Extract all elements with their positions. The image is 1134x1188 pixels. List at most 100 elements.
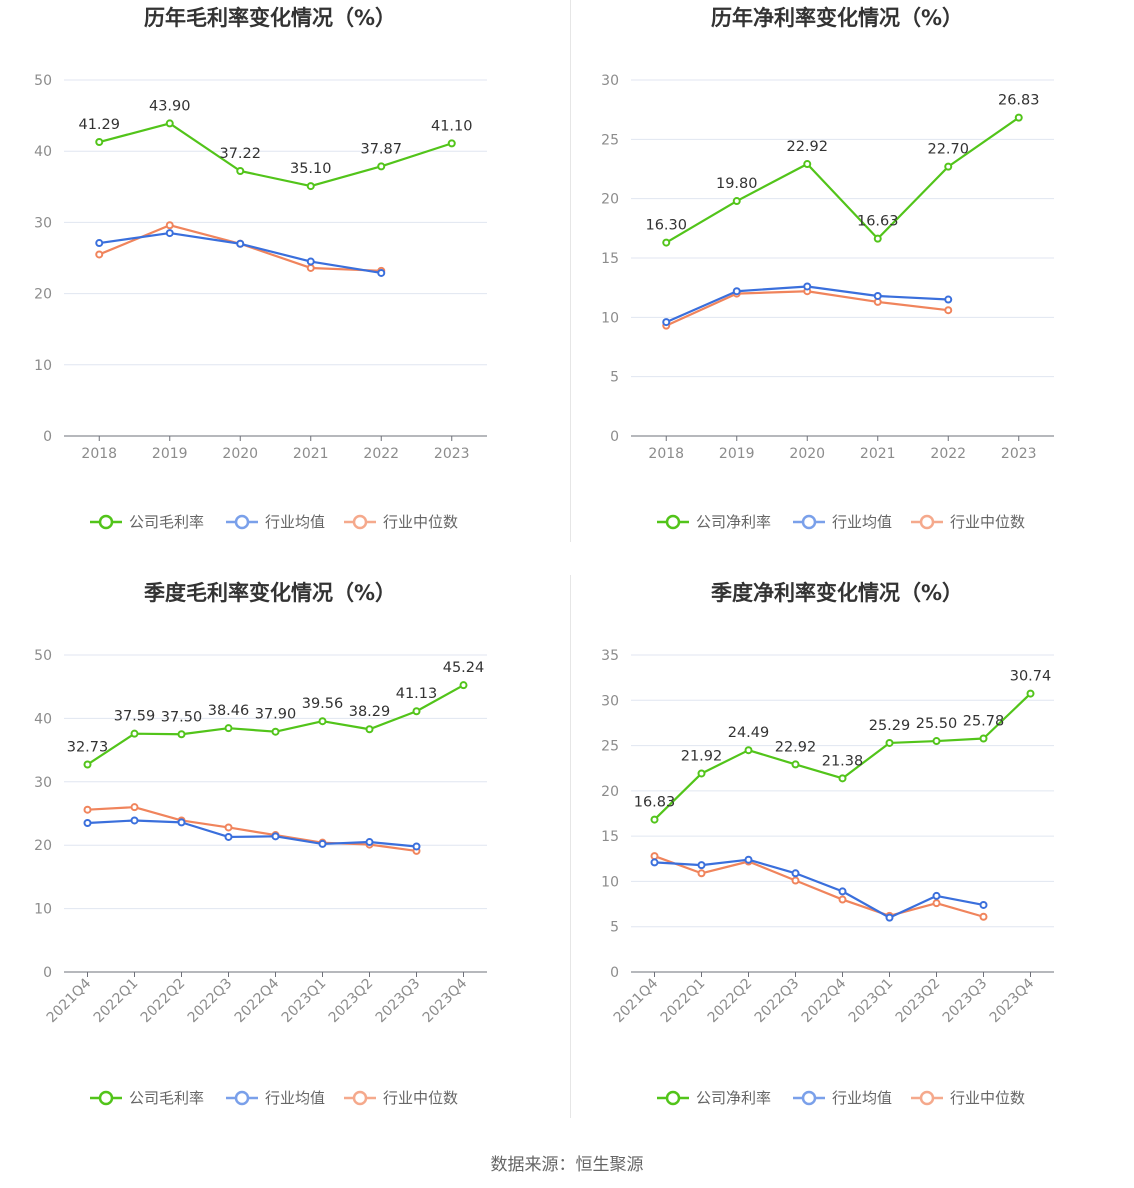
data-point <box>236 166 245 175</box>
data-point <box>459 681 468 690</box>
data-point <box>130 729 139 738</box>
legend-item-industry-avg[interactable]: 行业均值 <box>226 1089 325 1107</box>
data-point <box>697 769 706 778</box>
legend-label: 行业中位数 <box>950 1089 1025 1107</box>
data-point <box>873 291 882 300</box>
data-point <box>306 182 315 191</box>
x-tick-label: 2022Q2 <box>705 976 756 1027</box>
data-label: 25.78 <box>963 714 1005 730</box>
data-point <box>95 250 104 259</box>
legend-marker <box>352 1090 368 1106</box>
series-line-industry-median <box>654 855 984 918</box>
data-point <box>979 912 988 921</box>
series-line-company <box>98 122 453 188</box>
x-tick-label: 2022 <box>363 446 399 462</box>
data-point <box>885 913 894 922</box>
x-tick-label: 2023Q2 <box>326 976 377 1027</box>
legend-item-company[interactable]: 公司净利率 <box>657 513 771 531</box>
panel-divider-top <box>570 0 571 542</box>
legend-marker <box>234 514 250 530</box>
data-point <box>130 816 139 825</box>
data-point <box>83 760 92 769</box>
legend-label: 行业中位数 <box>383 513 458 531</box>
chart-panel-annual-net-margin: 历年净利率变化情况（%） 0 5 10 15 20 25 30 2018 2019 2020 2021… <box>567 0 1134 575</box>
legend-marker <box>801 1090 817 1106</box>
data-label: 26.83 <box>998 93 1040 109</box>
legend-item-industry-median[interactable]: 行业中位数 <box>911 513 1025 531</box>
data-label: 41.13 <box>396 686 438 702</box>
legend-item-industry-avg[interactable]: 行业均值 <box>793 1089 892 1107</box>
legend-item-company[interactable]: 公司净利率 <box>657 1089 771 1107</box>
chart-title: 历年净利率变化情况（%） <box>711 6 963 30</box>
data-label: 37.22 <box>219 146 261 162</box>
data-point <box>306 257 315 266</box>
legend-item-company[interactable]: 公司毛利率 <box>90 513 204 531</box>
data-point <box>165 221 174 230</box>
series-line-industry-avg <box>654 858 984 919</box>
data-label: 35.10 <box>290 161 332 177</box>
x-tick-label: 2023Q2 <box>893 976 944 1027</box>
series-line-industry-avg <box>99 231 382 275</box>
legend-marker <box>919 514 935 530</box>
y-tick-label: 25 <box>601 739 619 755</box>
chart-annual-net-margin: 历年净利率变化情况（%） 0 5 10 15 20 25 30 2018 2019 2020 2021… <box>601 6 1054 531</box>
data-label: 22.70 <box>927 142 969 158</box>
chart-title: 历年毛利率变化情况（%） <box>144 6 396 30</box>
legend-item-industry-median[interactable]: 行业中位数 <box>344 513 458 531</box>
data-label: 37.59 <box>114 709 156 725</box>
data-label: 19.80 <box>716 176 758 192</box>
legend-label: 公司毛利率 <box>129 1089 204 1107</box>
y-tick-label: 10 <box>601 874 619 890</box>
x-tick-label: 2018 <box>648 446 684 462</box>
x-tick-label: 2022Q2 <box>138 976 189 1027</box>
data-point <box>791 869 800 878</box>
data-point <box>224 823 233 832</box>
legend-marker <box>801 514 817 530</box>
y-tick-label: 10 <box>601 310 619 326</box>
data-point <box>932 891 941 900</box>
data-point <box>932 899 941 908</box>
legend-item-industry-avg[interactable]: 行业均值 <box>793 513 892 531</box>
data-point <box>944 295 953 304</box>
legend-marker <box>98 514 114 530</box>
data-point <box>873 234 882 243</box>
legend-label: 行业均值 <box>265 1089 325 1107</box>
data-point <box>271 832 280 841</box>
data-point <box>650 858 659 867</box>
data-point <box>979 734 988 743</box>
chart-panel-quarterly-net-margin: 季度净利率变化情况（%） 0 5 10 15 20 25 30 35 2021Q4 2022Q1 20… <box>567 575 1134 1150</box>
x-tick-label: 2023 <box>434 446 470 462</box>
data-point <box>885 738 894 747</box>
chart-annual-gross-margin: 历年毛利率变化情况（%） 0 10 20 30 40 50 2018 2019 2020 2021 2… <box>34 6 487 531</box>
legend-item-industry-median[interactable]: 行业中位数 <box>344 1089 458 1107</box>
data-point <box>318 839 327 848</box>
data-point <box>83 819 92 828</box>
y-tick-label: 0 <box>610 429 619 445</box>
data-point <box>447 139 456 148</box>
y-tick-label: 20 <box>601 192 619 208</box>
x-tick-label: 2023Q1 <box>846 976 897 1027</box>
data-point <box>83 805 92 814</box>
data-label: 45.24 <box>443 660 485 676</box>
chart-quarterly-gross-margin: 季度毛利率变化情况（%）010203040502021Q42022Q12022Q… <box>34 581 487 1107</box>
series-line-industry-avg <box>87 819 417 848</box>
data-label: 25.50 <box>916 716 958 732</box>
legend-label: 行业均值 <box>832 513 892 531</box>
data-point <box>165 229 174 238</box>
legend-item-industry-avg[interactable]: 行业均值 <box>226 513 325 531</box>
data-point <box>271 727 280 736</box>
data-point <box>791 876 800 885</box>
data-label: 32.73 <box>67 739 109 755</box>
y-tick-label: 35 <box>601 648 619 664</box>
data-label: 21.92 <box>681 748 723 764</box>
data-label: 41.10 <box>431 118 473 134</box>
data-point <box>944 162 953 171</box>
legend-item-company[interactable]: 公司毛利率 <box>90 1089 204 1107</box>
data-label: 22.92 <box>786 139 828 155</box>
legend-marker <box>234 1090 250 1106</box>
y-tick-label: 50 <box>34 73 52 89</box>
legend-label: 公司毛利率 <box>129 513 204 531</box>
legend-item-industry-median[interactable]: 行业中位数 <box>911 1089 1025 1107</box>
data-label: 25.29 <box>869 718 911 734</box>
data-point <box>177 818 186 827</box>
